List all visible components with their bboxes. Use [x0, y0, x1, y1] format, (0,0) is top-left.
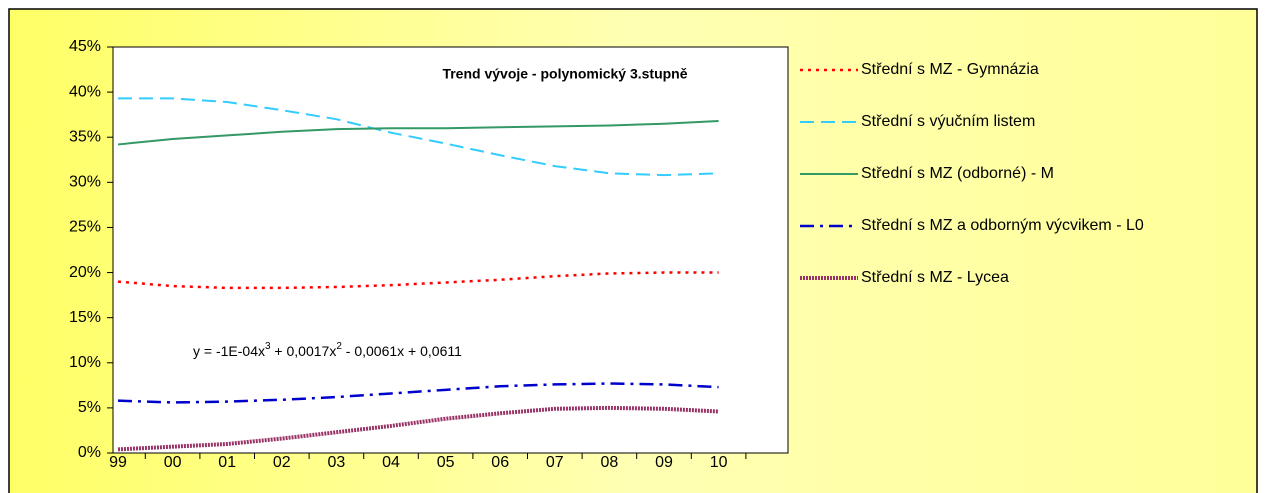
annotation-title: Trend vývoje - polynomický 3.stupně — [442, 66, 687, 82]
x-tick-label: 09 — [655, 454, 673, 471]
series-line — [117, 382, 719, 404]
y-tick-label: 35% — [69, 128, 101, 145]
x-tick-label: 05 — [437, 454, 455, 471]
y-tick-label: 10% — [69, 354, 101, 371]
x-tick-label: 01 — [218, 454, 236, 471]
x-tick-label: 00 — [164, 454, 182, 471]
x-tick-label: 02 — [273, 454, 291, 471]
legend-label: Střední s MZ - Gymnázia — [861, 61, 1039, 78]
x-tick-label: 10 — [710, 454, 728, 471]
series-line — [117, 119, 719, 146]
x-tick-label: 07 — [546, 454, 564, 471]
equation-exponent: 3 — [265, 341, 271, 352]
equation-part: - 0,0061x + 0,0611 — [342, 343, 462, 359]
y-tick-label: 25% — [69, 219, 101, 236]
plot-area — [112, 46, 789, 454]
legend-label: Střední s výučním listem — [861, 113, 1035, 130]
y-tick-label: 20% — [69, 264, 101, 281]
equation-exponent: 2 — [336, 341, 342, 352]
legend-label: Střední s MZ a odborným výcvikem - L0 — [861, 217, 1144, 234]
x-tick-label: 04 — [382, 454, 400, 471]
x-tick-label: 03 — [328, 454, 346, 471]
x-tick-label: 08 — [601, 454, 619, 471]
legend-label: Střední s MZ - Lycea — [861, 269, 1009, 286]
y-tick-label: 15% — [69, 309, 101, 326]
y-tick-label: 40% — [69, 83, 101, 100]
x-tick-label: 99 — [109, 454, 127, 471]
annotation-equation: y = -1E-04x3 + 0,0017x2 - 0,0061x + 0,06… — [193, 341, 462, 359]
series-line — [117, 405, 719, 452]
x-tick-label: 06 — [491, 454, 509, 471]
legend-label: Střední s MZ (odborné) - M — [861, 165, 1054, 182]
y-tick-label: 45% — [69, 38, 101, 55]
series-line — [118, 97, 719, 177]
y-tick-label: 5% — [78, 399, 101, 416]
equation-part: y = -1E-04x — [193, 343, 265, 359]
equation-part: + 0,0017x — [271, 343, 337, 359]
y-tick-label: 0% — [78, 444, 101, 461]
y-tick-label: 30% — [69, 174, 101, 191]
